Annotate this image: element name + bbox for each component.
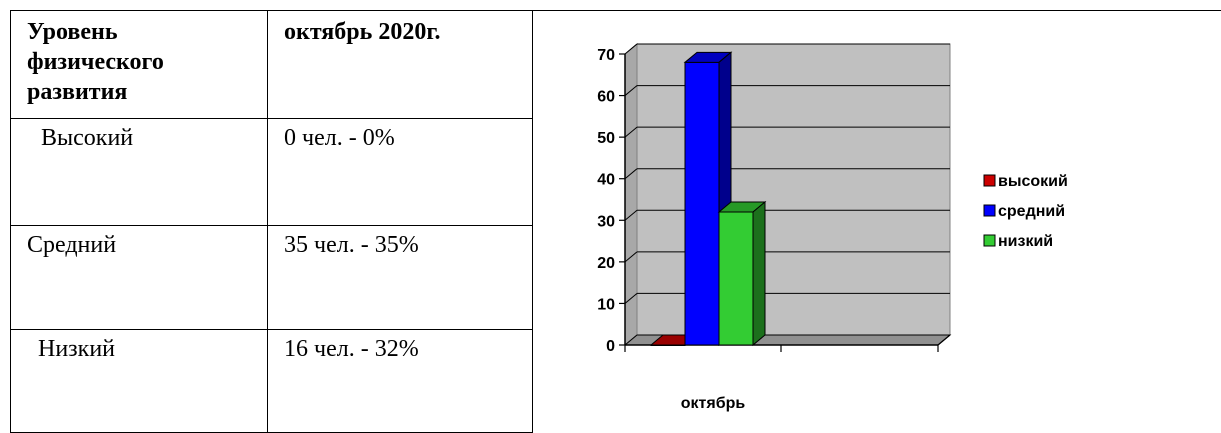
gridline-diagonal <box>624 251 638 263</box>
bar-средний <box>684 61 720 346</box>
row-label: Средний <box>10 225 268 330</box>
table-row: Низкий 16 чел. - 32% <box>10 329 533 433</box>
y-tick-label: 50 <box>597 130 615 147</box>
header-level: Уровень физического развития <box>10 10 268 119</box>
y-tick-label: 40 <box>597 172 615 189</box>
y-tick-label: 20 <box>597 255 615 272</box>
gridline-diagonal <box>624 43 638 55</box>
y-tick-label: 70 <box>597 47 615 64</box>
gridline-diagonal <box>624 293 638 304</box>
bar-chart: 0 10 20 30 40 50 60 70 октябрь высокий средний низк… <box>597 42 1068 412</box>
legend-label-низкий: низкий <box>998 233 1053 250</box>
y-tick-label: 0 <box>606 338 615 355</box>
table-row: Высокий 0 чел. - 0% <box>10 118 533 226</box>
row-label: Высокий <box>10 118 268 226</box>
row-label: Низкий <box>10 329 268 433</box>
row-value: 35 чел. - 35% <box>267 225 533 330</box>
y-tick-label: 60 <box>597 89 615 106</box>
gridline-diagonal <box>624 85 638 96</box>
legend-swatch-средний <box>983 204 996 217</box>
legend-label-высокий: высокий <box>998 173 1068 190</box>
legend-swatch-высокий <box>983 174 996 187</box>
row-value: 16 чел. - 32% <box>267 329 533 433</box>
legend-label-средний: средний <box>998 203 1065 220</box>
bar-низкий <box>718 211 754 346</box>
header-period: октябрь 2020г. <box>267 10 533 119</box>
x-category-label: октябрь <box>681 395 746 412</box>
table-row: Средний 35 чел. - 35% <box>10 225 533 330</box>
development-level-table: Уровень физического развития октябрь 202… <box>10 10 533 433</box>
y-tick-label: 30 <box>597 213 615 230</box>
bar-side-низкий <box>752 200 766 347</box>
gridline-diagonal <box>624 209 638 221</box>
gridline-diagonal <box>624 126 638 138</box>
x-axis-depth <box>937 334 951 346</box>
chart-back-wall <box>636 43 951 336</box>
gridline-diagonal <box>624 168 638 180</box>
row-value: 0 чел. - 0% <box>267 118 533 226</box>
table-header-row: Уровень физического развития октябрь 202… <box>10 10 533 119</box>
legend-swatch-низкий <box>983 234 996 247</box>
y-tick-label: 10 <box>597 296 615 313</box>
chart-side-wall <box>624 42 638 347</box>
chart-container: 0 10 20 30 40 50 60 70 октябрь высокий средний низк… <box>532 10 1221 420</box>
